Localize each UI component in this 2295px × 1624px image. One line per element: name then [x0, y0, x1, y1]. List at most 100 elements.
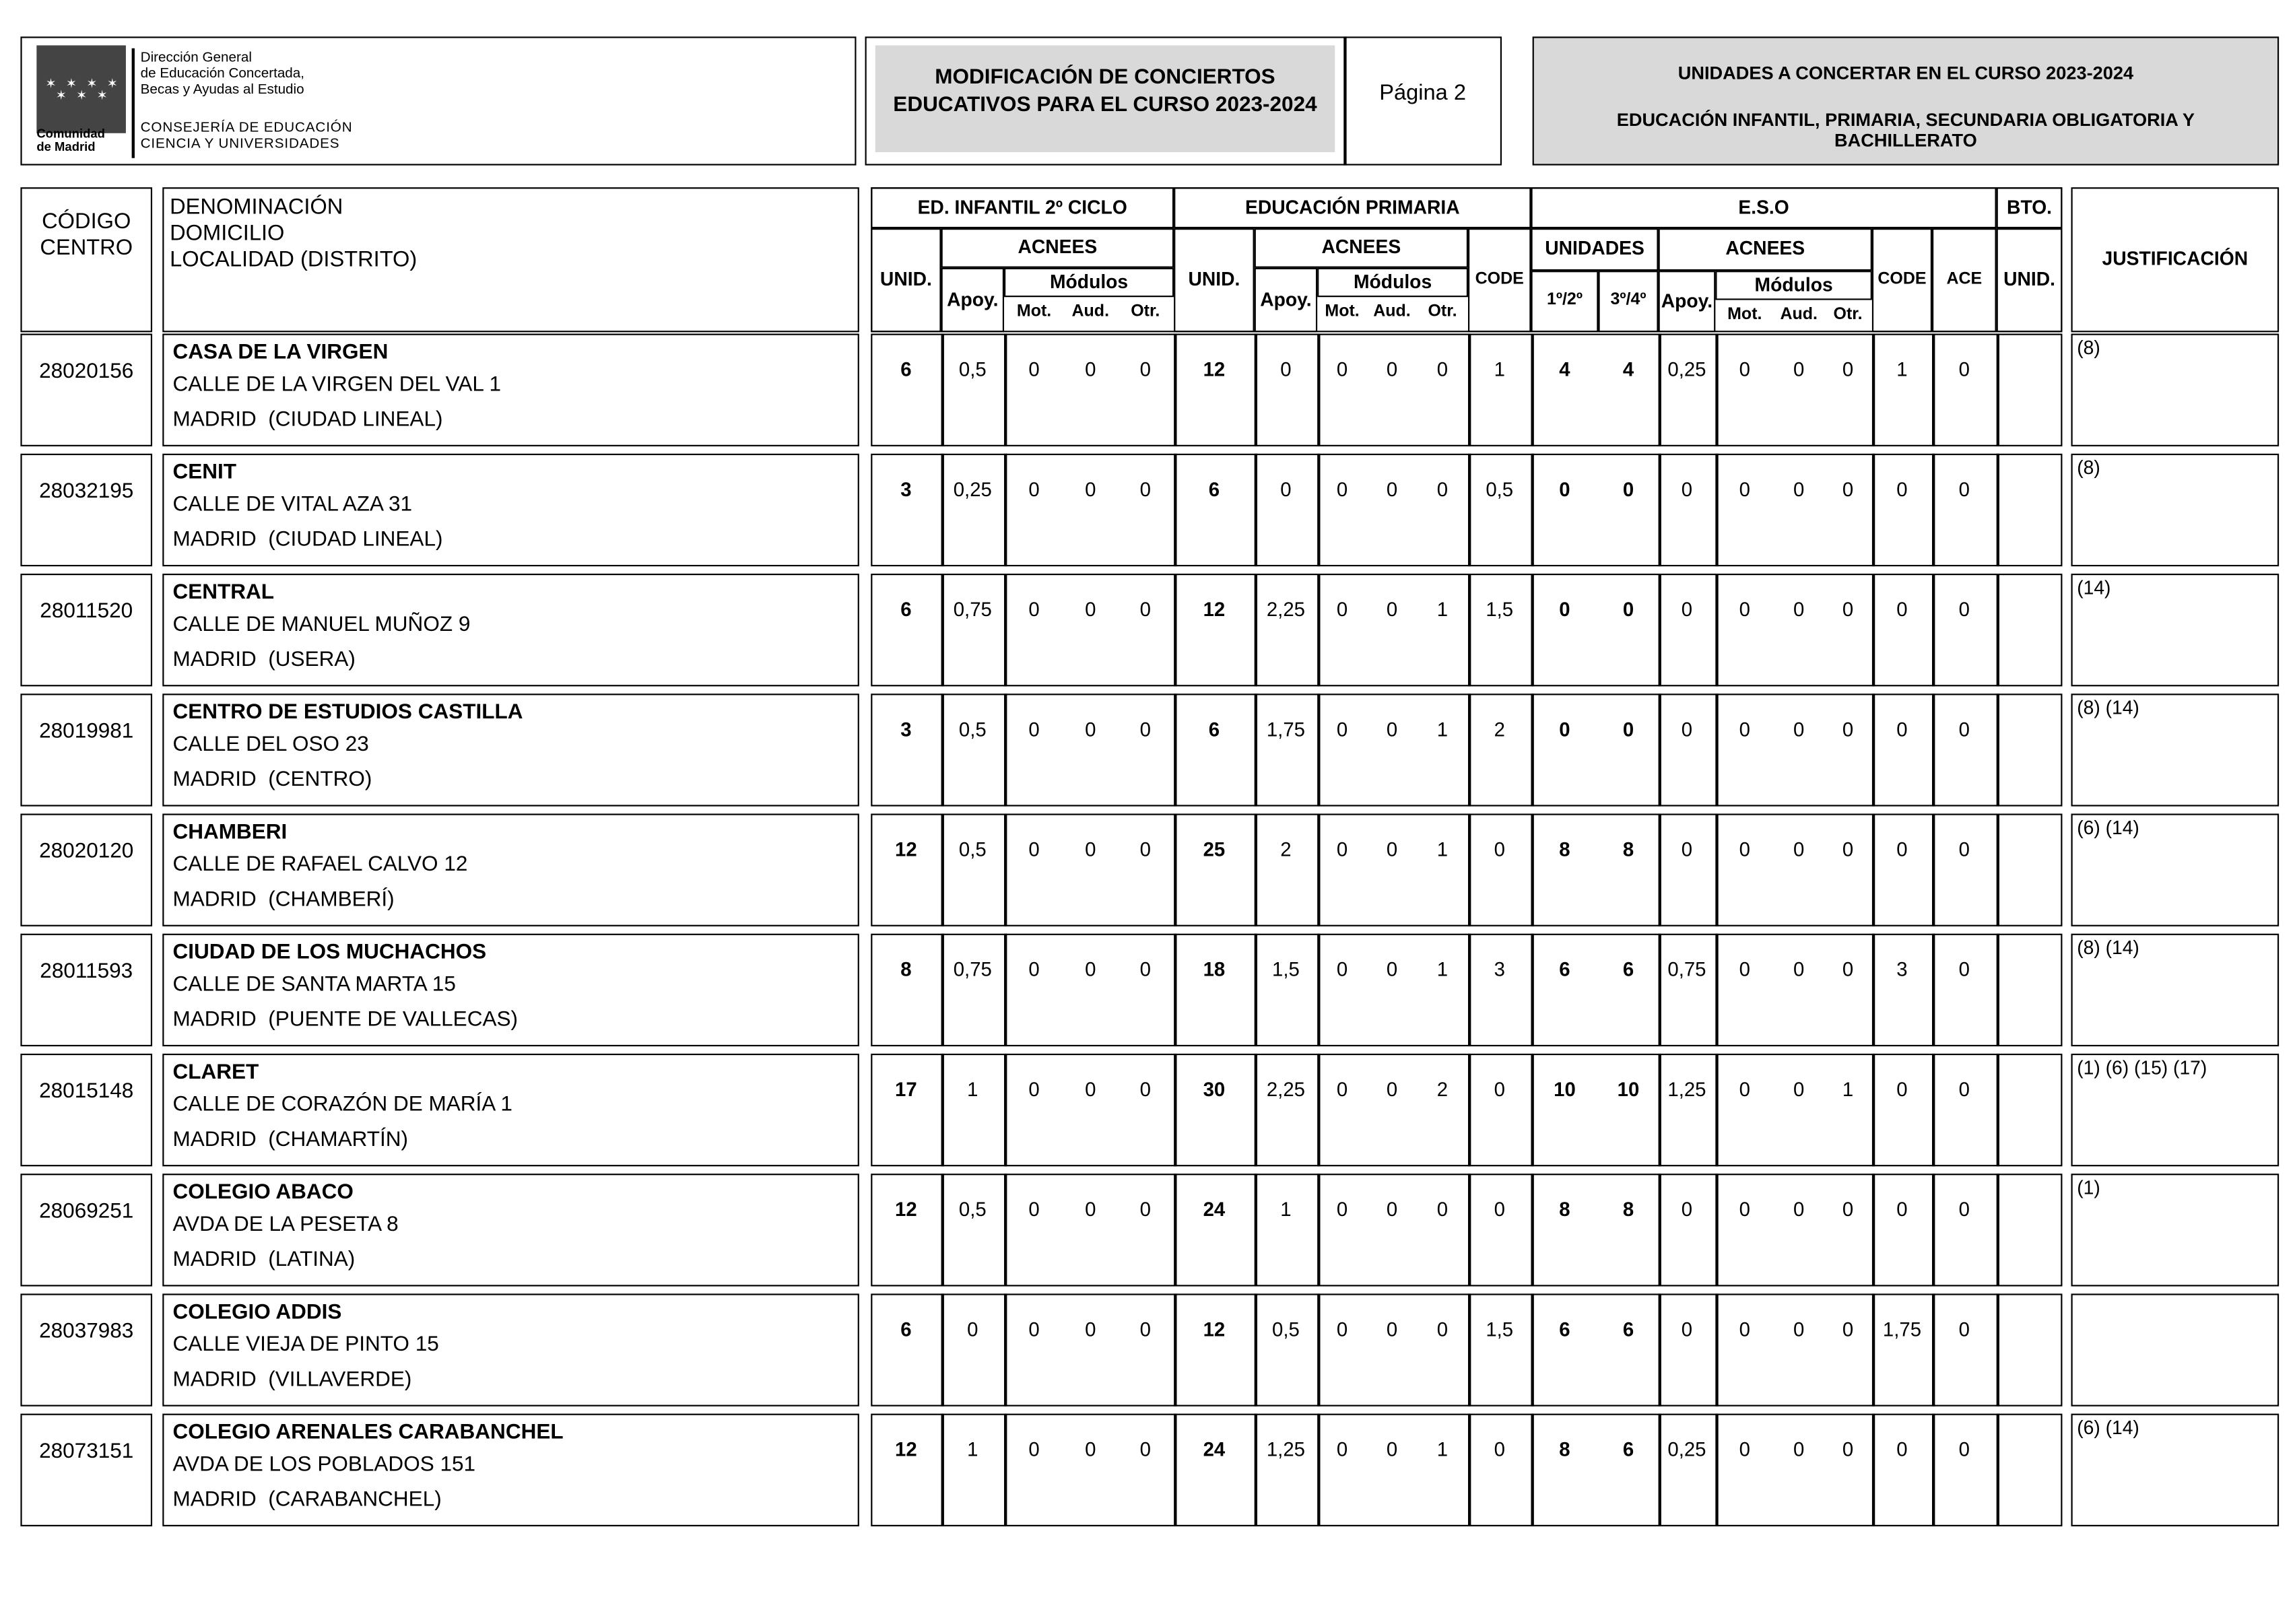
cell-divider [1871, 813, 1875, 926]
header-right [1532, 36, 2280, 166]
cell-value: 1 [1896, 358, 1908, 381]
logo-star: ✶ [45, 76, 57, 91]
cell-value: 0 [1842, 1438, 1854, 1461]
logo-star: ✶ [55, 88, 67, 103]
cell-value: 0 [1622, 598, 1634, 621]
column-header: UNIDADES [1531, 228, 1659, 271]
cell-value: 0 [1386, 838, 1398, 861]
cell-value: 0 [1958, 598, 1970, 621]
center-locality: MADRID (VILLAVERDE) [172, 1368, 412, 1392]
data-cell [871, 693, 2063, 807]
column-header: Aud. [1071, 303, 1110, 321]
column-header: ACNEES [941, 228, 1174, 268]
cell-value: 0,5 [1272, 1318, 1300, 1341]
cell-divider [1174, 333, 1177, 446]
cell-divider [1871, 574, 1875, 687]
department-text: CIENCIA Y UNIVERSIDADES [140, 136, 340, 153]
justification: (8) [2077, 456, 2100, 479]
cell-divider [1715, 1174, 1719, 1287]
cell-divider [1468, 453, 1471, 567]
cell-value: 0 [1842, 1198, 1854, 1221]
cell-value: 30 [1203, 1078, 1226, 1101]
name-header: LOCALIDAD (DISTRITO) [170, 247, 418, 273]
justification: (1) [2077, 1176, 2100, 1199]
cell-divider [1004, 693, 1007, 807]
center-address: CALLE DE LA VIRGEN DEL VAL 1 [172, 373, 502, 397]
cell-value: 0 [1739, 1438, 1750, 1461]
cell-value: 12 [895, 1438, 917, 1461]
cell-value: 8 [1559, 1198, 1570, 1221]
cell-divider [1871, 1293, 1875, 1407]
center-code: 28020120 [39, 840, 134, 864]
cell-value: 0 [1958, 358, 1970, 381]
cell-value: 0 [1085, 598, 1096, 621]
justification-cell [2071, 813, 2280, 926]
cell-value: 0,5 [958, 838, 987, 861]
cell-divider [1715, 693, 1719, 807]
cell-value: 0 [1139, 1438, 1151, 1461]
cell-divider [941, 574, 944, 687]
justification-cell [2071, 574, 2280, 687]
column-header: Apoy. [1658, 271, 1716, 333]
cell-divider [1996, 453, 2000, 567]
cell-value: 0 [1958, 1198, 1970, 1221]
cell-divider [1531, 453, 1534, 567]
center-address: CALLE DE VITAL AZA 31 [172, 493, 413, 517]
cell-divider [1254, 693, 1258, 807]
cell-value: 0 [1336, 838, 1348, 861]
cell-divider [1871, 453, 1875, 567]
cell-divider [1254, 1293, 1258, 1407]
cell-value: 6 [900, 1318, 912, 1341]
cell-value: 0 [1436, 478, 1449, 501]
name-header: DOMICILIO [170, 221, 285, 246]
cell-value: 0 [1681, 598, 1693, 621]
cell-value: 0 [1842, 598, 1854, 621]
cell-value: 0 [1386, 598, 1398, 621]
cell-value: 0 [1842, 838, 1854, 861]
cell-value: 0 [1139, 358, 1151, 381]
cell-value: 6 [900, 358, 912, 381]
center-locality: MADRID (PUENTE DE VALLECAS) [172, 1008, 519, 1032]
cell-value: 0 [1739, 958, 1750, 981]
cell-value: 0 [1896, 598, 1908, 621]
cell-divider [1871, 1174, 1875, 1287]
cell-value: 25 [1203, 838, 1226, 861]
center-code: 28011520 [40, 600, 133, 623]
cell-divider [1658, 933, 1661, 1047]
cell-value: 0 [1336, 598, 1348, 621]
cell-value: 0 [1681, 838, 1693, 861]
column-header: ED. INFANTIL 2º CICLO [871, 187, 1174, 229]
cell-value: 3 [1896, 958, 1908, 981]
data-cell [871, 574, 2063, 687]
cell-divider [1531, 333, 1534, 446]
cell-value: 0 [1336, 1078, 1348, 1101]
cell-divider [1531, 1293, 1534, 1407]
logo-star: ✶ [96, 88, 108, 103]
cell-divider [1996, 933, 2000, 1047]
cell-value: 0 [1896, 718, 1908, 741]
column-header: 3º/4º [1598, 271, 1659, 333]
cell-divider [1658, 453, 1661, 567]
column-header: Otr. [1833, 306, 1863, 325]
cell-divider [1932, 1053, 1935, 1167]
code-cell [20, 693, 153, 807]
cell-divider [1317, 453, 1321, 567]
cell-divider [1317, 333, 1321, 446]
cell-value: 0 [1336, 358, 1348, 381]
cell-divider [1871, 1053, 1875, 1167]
logo-star: ✶ [65, 76, 77, 91]
cell-divider [1468, 933, 1471, 1047]
cell-value: 4 [1622, 358, 1634, 381]
center-address: CALLE DE MANUEL MUÑOZ 9 [172, 613, 471, 637]
cell-value: 0 [1085, 1198, 1096, 1221]
cell-divider [1254, 1053, 1258, 1167]
cell-value: 0 [1958, 958, 1970, 981]
code-header: CÓDIGO [42, 209, 131, 234]
cell-value: 12 [1203, 598, 1226, 621]
cell-value: 0 [1028, 598, 1040, 621]
center-address: CALLE DE CORAZÓN DE MARÍA 1 [172, 1093, 512, 1117]
cell-value: 2,25 [1266, 1078, 1305, 1101]
justification: (8) (14) [2077, 696, 2139, 719]
cell-value: 0,5 [1486, 478, 1514, 501]
cell-value: 0 [1028, 358, 1040, 381]
